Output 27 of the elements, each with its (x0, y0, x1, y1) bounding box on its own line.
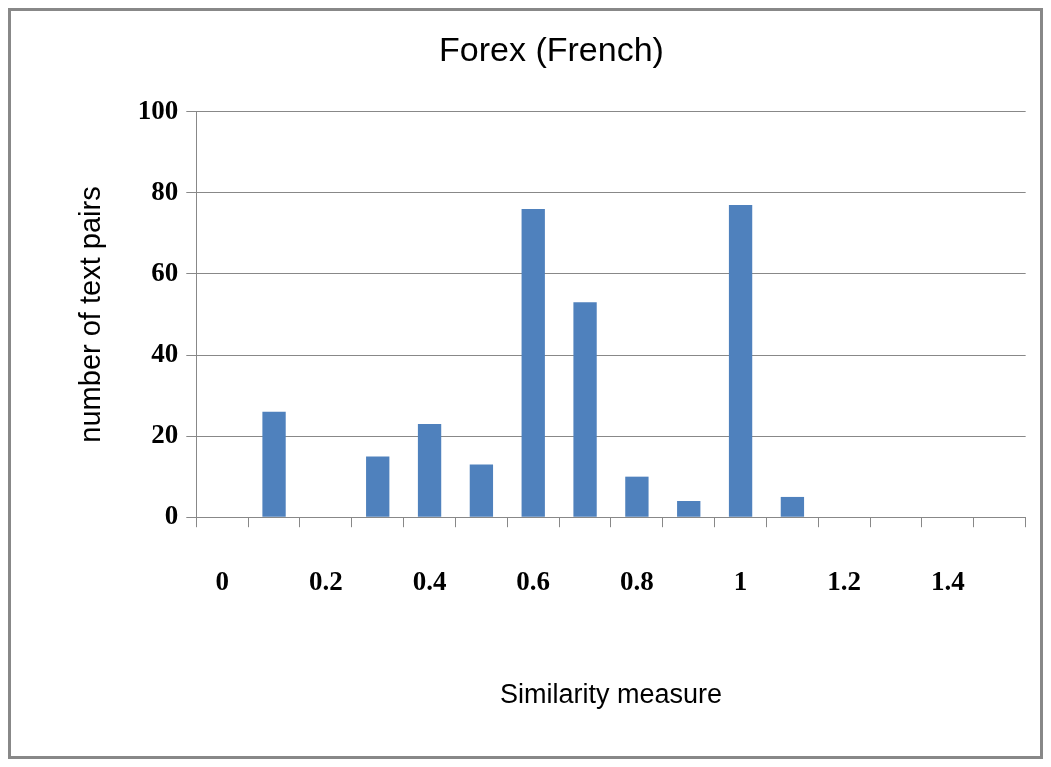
x-tick-label: 1.2 (827, 566, 862, 597)
x-tick-label: 0.4 (412, 566, 447, 597)
y-tick-label: 60 (151, 256, 179, 287)
bar (417, 423, 442, 517)
y-axis-title: number of text pairs (74, 186, 107, 443)
x-axis-title: Similarity measure (499, 679, 723, 710)
bar (780, 496, 805, 517)
bar (728, 205, 753, 517)
bar (366, 456, 390, 517)
bar (625, 476, 649, 517)
x-tick-label: 0 (215, 566, 229, 597)
x-tick-label: 1 (733, 566, 748, 597)
x-tick-label: 0.8 (620, 566, 654, 597)
chart-title: Forex (French) (439, 29, 664, 68)
y-tick-label: 100 (137, 94, 179, 125)
x-tick-label: 0.2 (309, 566, 343, 597)
bar (262, 411, 286, 517)
bar (469, 464, 494, 517)
x-tick-label: 1.4 (931, 566, 965, 597)
y-tick-label: 20 (151, 419, 179, 450)
bar (573, 302, 597, 517)
y-tick-label: 0 (164, 500, 179, 531)
x-tick-label: 0.6 (516, 566, 551, 597)
y-tick-label: 40 (151, 338, 179, 369)
bar (521, 209, 545, 517)
y-tick-label: 80 (151, 175, 179, 206)
bar (677, 500, 701, 517)
